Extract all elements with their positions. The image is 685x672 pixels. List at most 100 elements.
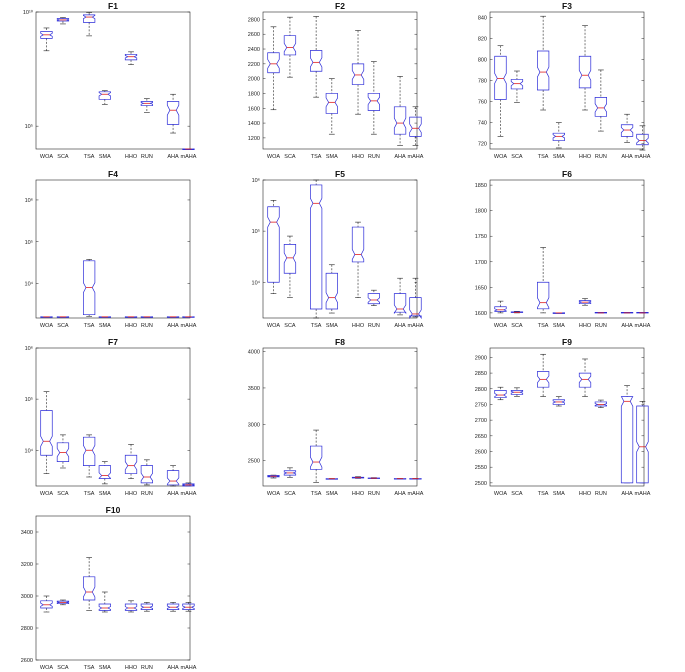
box-maha <box>409 277 422 320</box>
box-body <box>310 50 323 72</box>
box-sma <box>552 122 565 149</box>
x-tick-label: TSA <box>311 491 322 497</box>
box-hho <box>351 30 365 115</box>
box-woa <box>267 26 280 111</box>
panel-f5: F5 10⁴ 10⁵ 10⁶ WOA SCA TSA SMA HHO RUN AHA mAHA <box>252 169 424 329</box>
plot-frame <box>35 347 191 487</box>
y-tick-label: 3000 <box>21 594 33 600</box>
box-sca <box>283 16 297 78</box>
x-tick-label: SCA <box>511 323 523 329</box>
y-tick-label: 1650 <box>475 285 487 291</box>
y-tick-label: 1200 <box>248 136 260 142</box>
box-body <box>325 478 338 480</box>
box-hho <box>351 221 365 298</box>
box-body <box>510 389 524 395</box>
y-tick-label: 2700 <box>475 418 487 424</box>
x-tick-label: TSA <box>311 154 322 160</box>
x-tick-label: AHA <box>394 154 406 160</box>
x-tick-label: AHA <box>167 323 179 329</box>
box-tsa <box>310 179 323 319</box>
chart-title: F1 <box>108 1 118 11</box>
box-body <box>409 478 422 480</box>
box-body <box>409 116 422 137</box>
box-body <box>182 316 195 318</box>
box-body <box>552 132 565 141</box>
box-body <box>594 312 608 314</box>
box-sca <box>510 70 524 103</box>
y-tick-label: 10⁶ <box>25 345 33 352</box>
y-tick-label: 1750 <box>475 234 487 240</box>
y-tick-label: 2500 <box>475 481 487 487</box>
y-tick-label: 3200 <box>21 562 33 568</box>
box-run <box>367 477 381 479</box>
box-maha <box>182 148 195 150</box>
box-run <box>594 312 608 314</box>
x-tick-label: SMA <box>326 154 338 160</box>
box-body <box>367 93 381 111</box>
box-body <box>56 442 70 462</box>
box-body <box>40 316 53 318</box>
x-tick-label: TSA <box>538 491 549 497</box>
box-body <box>56 18 70 22</box>
box-sma <box>552 396 565 407</box>
box-body <box>267 206 280 283</box>
plot-frame <box>262 347 418 487</box>
box-body <box>182 603 195 610</box>
box-sma <box>325 478 338 480</box>
y-tick-label: 800 <box>478 57 487 63</box>
y-tick-label: 1700 <box>475 260 487 266</box>
box-run <box>140 602 154 612</box>
x-tick-label: SMA <box>99 154 111 160</box>
y-tick-label: 2800 <box>21 626 33 632</box>
box-body <box>367 477 381 479</box>
box-woa <box>494 45 507 137</box>
x-tick-label: SMA <box>553 154 565 160</box>
plot-frame <box>262 179 418 319</box>
box-sca <box>56 17 70 25</box>
box-maha <box>636 125 649 151</box>
y-tick-label: 3500 <box>248 386 260 392</box>
y-tick-label: 2900 <box>475 355 487 361</box>
box-body <box>140 316 154 318</box>
box-run <box>594 69 608 132</box>
y-tick-label: 820 <box>478 36 487 42</box>
box-woa <box>40 391 53 474</box>
box-body <box>124 53 138 61</box>
x-tick-label: TSA <box>538 154 549 160</box>
box-body <box>494 389 507 398</box>
x-tick-label: RUN <box>141 154 153 160</box>
x-tick-label: SCA <box>57 491 69 497</box>
box-maha <box>636 312 649 314</box>
chart-title: F3 <box>562 1 572 11</box>
box-maha <box>182 602 195 612</box>
plot-frame <box>35 515 191 661</box>
box-body <box>124 316 138 318</box>
chart-title: F9 <box>562 337 572 347</box>
box-aha <box>166 602 180 612</box>
x-tick-label: AHA <box>167 665 179 671</box>
x-tick-label: mAHA <box>181 154 197 160</box>
box-hho <box>124 444 138 479</box>
box-aha <box>393 76 407 146</box>
box-woa <box>267 200 280 294</box>
x-tick-label: mAHA <box>635 491 651 497</box>
box-tsa <box>83 12 96 37</box>
x-tick-label: SMA <box>99 323 111 329</box>
panel-f6: F6 1600 1650 1700 1750 1800 1850 WOA SCA TSA SMA HH… <box>475 169 651 329</box>
y-tick-label: 10⁴ <box>25 447 34 454</box>
panel-f10: F10 2600 2800 3000 3200 3400 WOA SCA TSA SMA HHO RU… <box>21 505 197 671</box>
box-body <box>124 454 138 474</box>
x-tick-label: mAHA <box>181 323 197 329</box>
y-tick-label: 10⁵ <box>25 396 33 403</box>
box-body <box>56 316 70 318</box>
box-woa <box>267 474 280 479</box>
box-tsa <box>83 557 96 611</box>
box-run <box>367 61 381 135</box>
x-tick-label: RUN <box>595 323 607 329</box>
x-tick-label: mAHA <box>635 323 651 329</box>
x-tick-label: HHO <box>579 323 592 329</box>
x-tick-label: RUN <box>595 491 607 497</box>
box-body <box>98 316 111 318</box>
box-body <box>325 93 338 114</box>
